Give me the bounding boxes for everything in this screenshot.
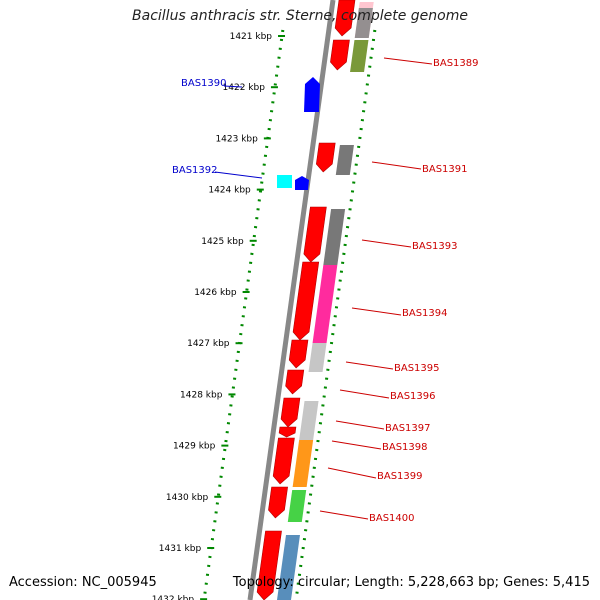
gene-label-bas1396: BAS1396 xyxy=(390,391,436,402)
gene-label-leader xyxy=(339,389,390,399)
axis-tick-label: 1426 kbp xyxy=(194,288,237,298)
axis-tick-label: 1422 kbp xyxy=(223,83,266,93)
gene-label-leader xyxy=(345,361,394,370)
gene-label-bas1400: BAS1400 xyxy=(369,513,415,524)
gene-arrow-bas1395 xyxy=(288,339,309,369)
annotation-bar xyxy=(312,265,338,343)
gene-arrow-bas1391 xyxy=(315,142,336,173)
genome-title: Bacillus anthracis str. Sterne, complete… xyxy=(132,8,468,24)
left-tick-rail xyxy=(202,29,285,600)
gene-arrow-bas1400 xyxy=(268,486,288,519)
annotation-bar xyxy=(292,440,314,487)
gene-label-bas1393: BAS1393 xyxy=(412,241,458,252)
gene-label-bas1390: BAS1390 xyxy=(181,78,227,89)
axis-tick-label: 1432 kbp xyxy=(152,595,195,600)
gene-arrow-bas1390 xyxy=(304,77,320,112)
gene-label-leader xyxy=(383,57,433,65)
gene-label-bas1399: BAS1399 xyxy=(377,471,423,482)
axis-tick-label: 1421 kbp xyxy=(230,32,273,42)
gene-arrow-bas1393 xyxy=(303,206,327,263)
annotation-bar xyxy=(354,8,373,38)
gene-arrow-bas1397 xyxy=(280,397,301,428)
gene-label-leader xyxy=(335,420,385,430)
topology-text: Topology: circular; Length: 5,228,663 bp… xyxy=(232,575,590,590)
axis-tick-label: 1428 kbp xyxy=(180,390,223,400)
gene-label-leader xyxy=(214,171,263,179)
gene-arrow-bas1392 xyxy=(295,176,309,190)
gene-arrow xyxy=(334,0,356,37)
gene-label-bas1395: BAS1395 xyxy=(394,363,440,374)
annotation-bar xyxy=(323,209,346,265)
annotation-bar xyxy=(308,343,327,372)
gene-arrow xyxy=(256,530,282,600)
annotation-bar xyxy=(299,401,319,440)
gene-label-leader xyxy=(351,307,402,316)
gene-label-leader xyxy=(223,85,243,88)
axis-tick-label: 1431 kbp xyxy=(159,544,202,554)
axis-tick-label: 1425 kbp xyxy=(201,237,244,247)
annotation-bar xyxy=(277,535,300,600)
axis-tick-label: 1430 kbp xyxy=(166,493,209,503)
accession-text: Accession: NC_005945 xyxy=(9,575,157,590)
gene-label-bas1391: BAS1391 xyxy=(422,164,468,175)
gene-label-bas1394: BAS1394 xyxy=(402,308,448,319)
gene-label-leader xyxy=(331,440,382,450)
gene-arrow-bas1399 xyxy=(272,437,295,485)
gene-label-leader xyxy=(327,467,377,479)
gene-label-bas1397: BAS1397 xyxy=(385,423,431,434)
gene-label-bas1392: BAS1392 xyxy=(172,165,218,176)
annotation-bar xyxy=(350,40,369,72)
axis-tick-label: 1423 kbp xyxy=(215,134,258,144)
annotation-bar xyxy=(287,490,307,522)
gene-arrow-bas1396 xyxy=(285,369,305,395)
axis-tick-label: 1429 kbp xyxy=(173,442,216,452)
gene-label-bas1398: BAS1398 xyxy=(382,442,428,453)
axis-tick-label: 1424 kbp xyxy=(208,186,251,196)
gene-arrow-bas1398 xyxy=(278,426,297,438)
gene-label-bas1389: BAS1389 xyxy=(433,58,479,69)
gene-arrow-bas1394 xyxy=(292,261,320,341)
gene-label-leader xyxy=(371,161,422,170)
annotation-bar xyxy=(335,145,354,175)
gene-arrow-bas1389 xyxy=(330,39,350,71)
gene-label-leader xyxy=(361,239,412,248)
cyan-feature xyxy=(277,175,292,188)
axis-tick-label: 1427 kbp xyxy=(187,339,230,349)
gene-label-leader xyxy=(319,510,369,520)
